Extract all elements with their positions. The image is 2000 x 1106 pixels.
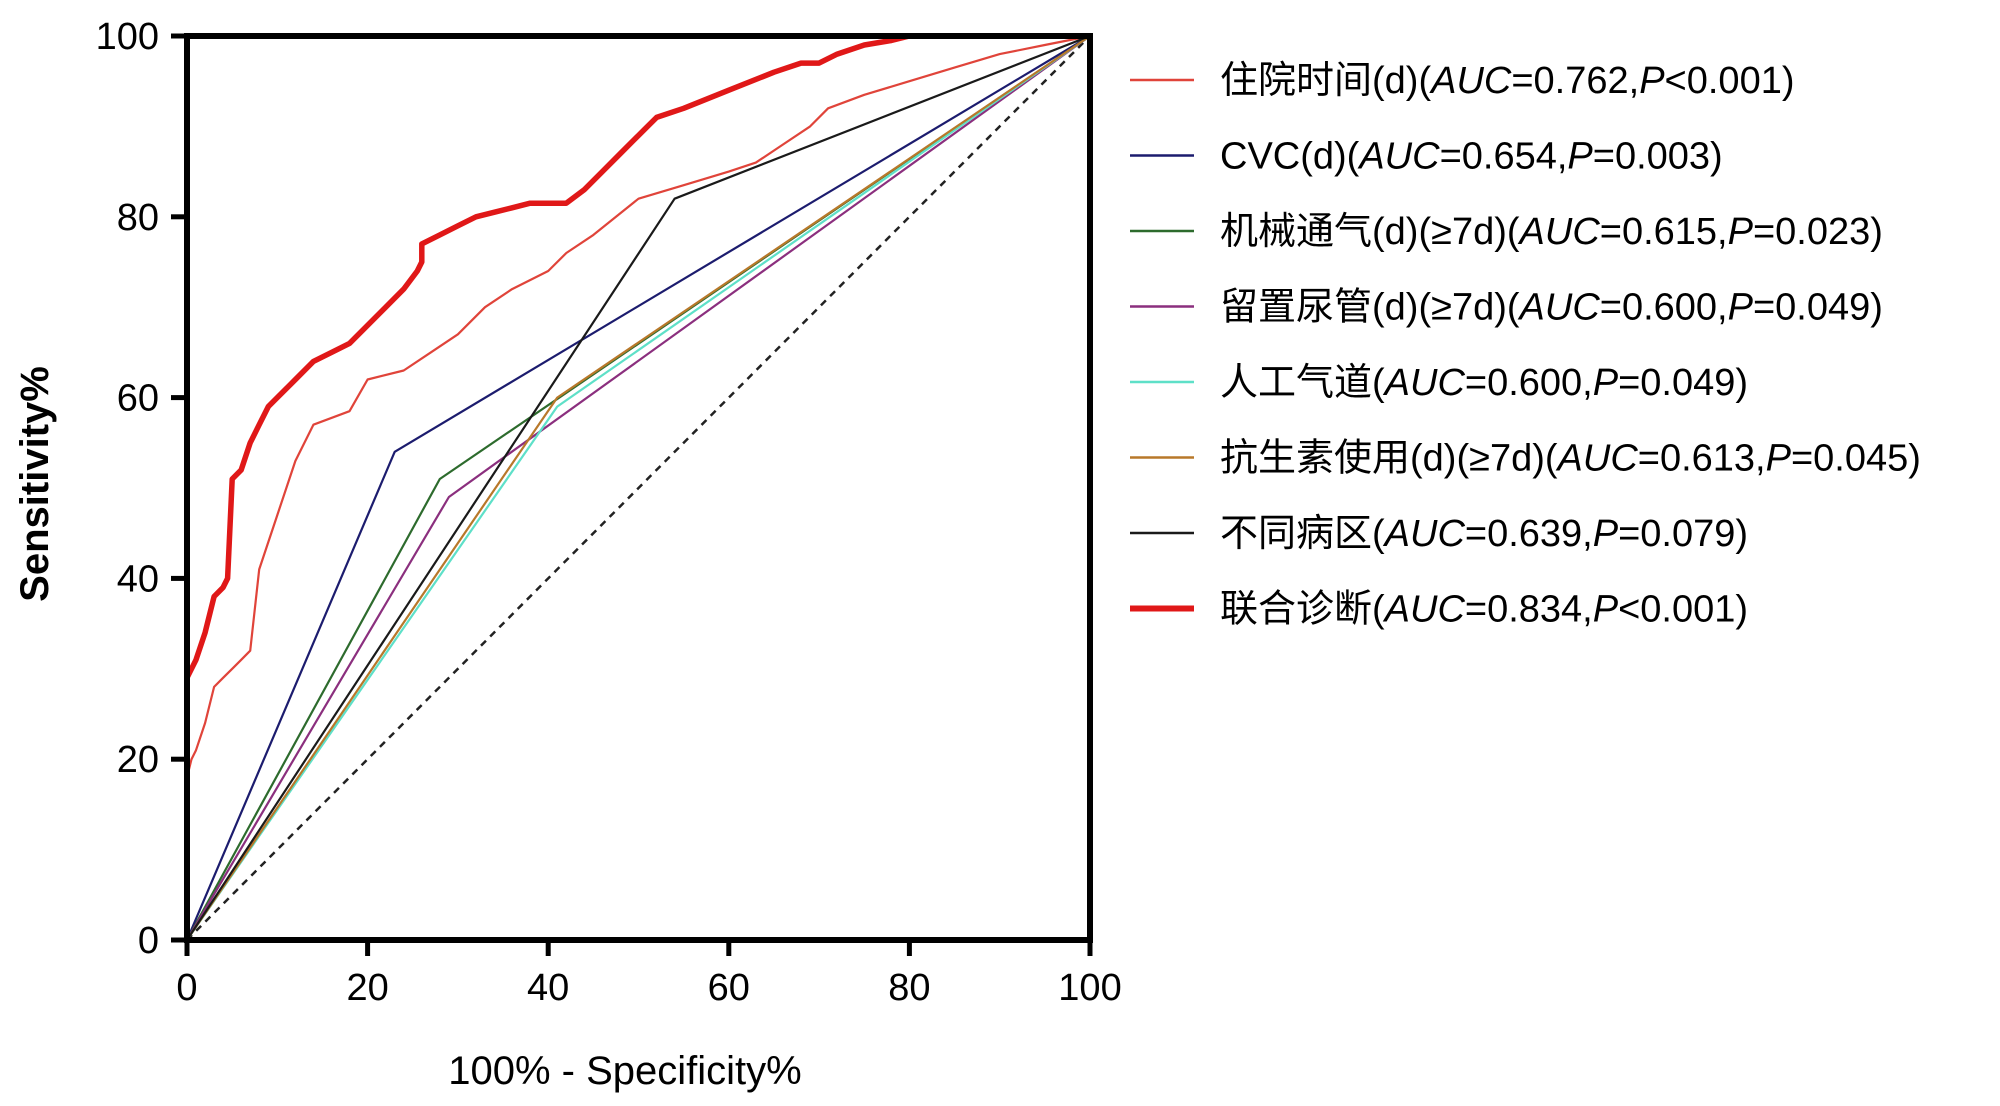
y-tick-label: 100 bbox=[96, 16, 159, 58]
legend-label-4: 留置尿管(d)(≥7d)(AUC=0.600,P=0.049) bbox=[1220, 287, 1883, 329]
x-tick-label: 20 bbox=[346, 967, 388, 1009]
legend-label-2: CVC(d)(AUC=0.654,P=0.003) bbox=[1220, 136, 1723, 178]
x-tick-label: 40 bbox=[527, 967, 569, 1009]
y-tick-label: 20 bbox=[117, 739, 159, 781]
y-tick-label: 0 bbox=[138, 920, 159, 962]
series-line-4 bbox=[185, 34, 1092, 942]
series-layer bbox=[184, 33, 1093, 943]
ticks-layer: 0 20 40 60 80 100 0 20 40 60 80 100 bbox=[96, 16, 1122, 1009]
series-line-8 bbox=[184, 33, 1093, 943]
series-line-6 bbox=[185, 34, 1092, 942]
legend-label-7: 不同病区(AUC=0.639,P=0.079) bbox=[1220, 513, 1748, 555]
axes-layer bbox=[184, 33, 1093, 943]
y-tick-label: 40 bbox=[117, 558, 159, 600]
legend-label-1: 住院时间(d)(AUC=0.762,P<0.001) bbox=[1220, 60, 1795, 102]
y-tick-label: 60 bbox=[117, 378, 159, 420]
reference-diagonal-line bbox=[186, 35, 1091, 941]
legend: 住院时间(d)(AUC=0.762,P<0.001) CVC(d)(AUC=0.6… bbox=[1130, 60, 1921, 631]
series-line-5 bbox=[185, 34, 1092, 942]
x-tick-label: 100 bbox=[1058, 967, 1121, 1009]
legend-label-6: 抗生素使用(d)(≥7d)(AUC=0.613,P=0.045) bbox=[1220, 438, 1921, 480]
series-line-7 bbox=[185, 34, 1092, 942]
x-axis-title: 100% - Specificity% bbox=[448, 1049, 801, 1093]
legend-label-8: 联合诊断(AUC=0.834,P<0.001) bbox=[1220, 589, 1748, 631]
legend-label-5: 人工气道(AUC=0.600,P=0.049) bbox=[1220, 362, 1748, 404]
series-line-1 bbox=[185, 34, 1092, 942]
x-tick-label: 80 bbox=[888, 967, 930, 1009]
y-axis-title: Sensitivity% bbox=[13, 366, 57, 602]
y-tick-label: 80 bbox=[117, 197, 159, 239]
x-tick-label: 0 bbox=[176, 967, 197, 1009]
plot-frame bbox=[184, 33, 1093, 943]
reference-layer bbox=[186, 35, 1091, 941]
series-line-2 bbox=[185, 34, 1092, 942]
x-tick-label: 60 bbox=[708, 967, 750, 1009]
legend-label-3: 机械通气(d)(≥7d)(AUC=0.615,P=0.023) bbox=[1220, 211, 1883, 253]
